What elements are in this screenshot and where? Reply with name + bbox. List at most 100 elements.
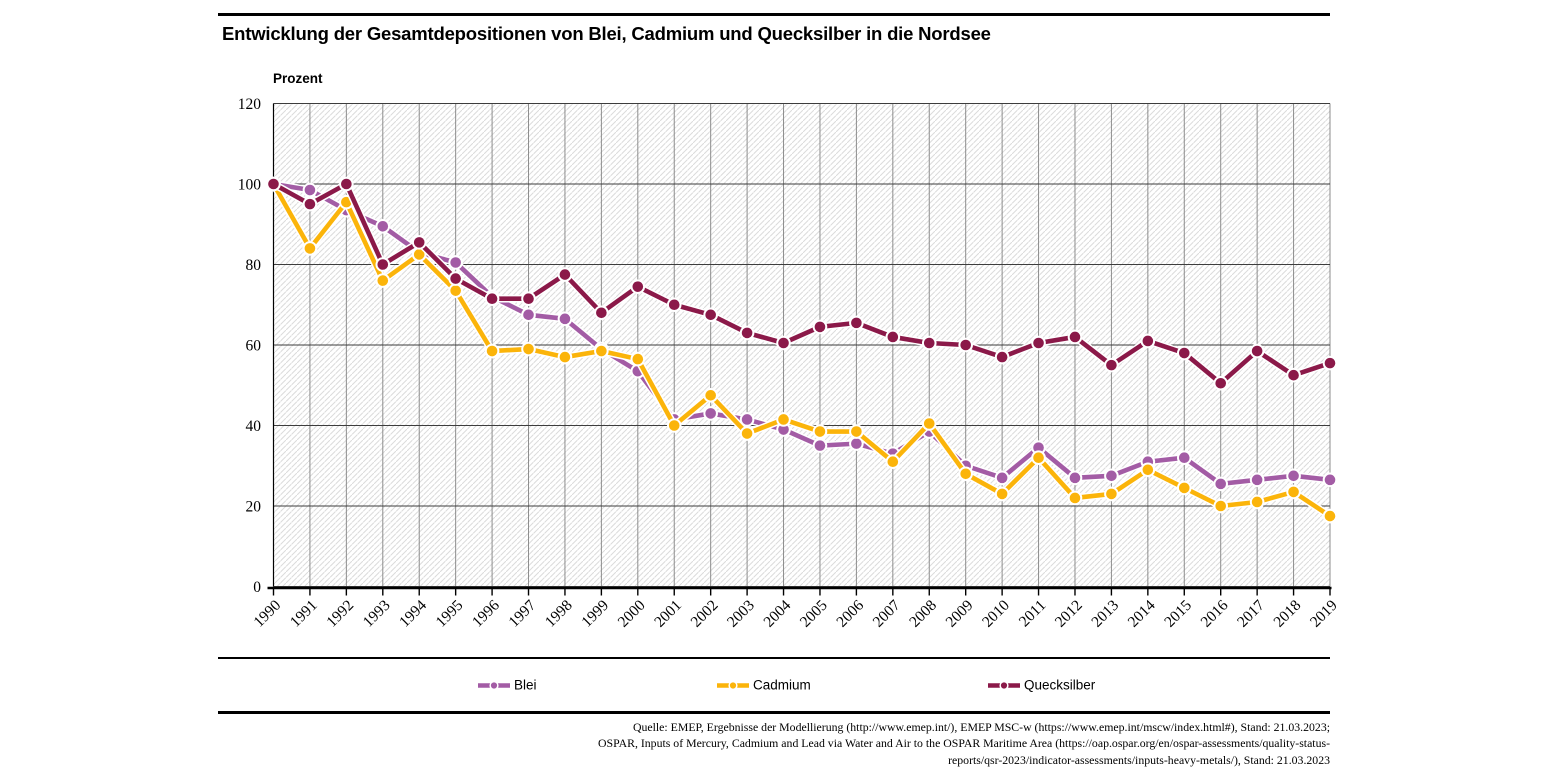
data-point-marker bbox=[1178, 347, 1190, 359]
data-point-marker bbox=[1033, 442, 1044, 453]
series-quecksilber bbox=[266, 176, 1338, 391]
data-point-marker bbox=[705, 390, 716, 401]
data-point-marker bbox=[559, 313, 571, 325]
data-point-marker bbox=[268, 178, 279, 190]
x-tick-label: 1990 bbox=[250, 597, 284, 631]
data-point-marker bbox=[1033, 337, 1044, 349]
x-tick-label: 2003 bbox=[724, 597, 758, 631]
x-tick-label: 2014 bbox=[1125, 597, 1159, 631]
legend-item-cadmium: Cadmium bbox=[716, 678, 811, 693]
source-note: Quelle: EMEP, Ergebnisse der Modellierun… bbox=[218, 719, 1330, 768]
data-point-marker bbox=[450, 285, 461, 296]
data-point-marker bbox=[1251, 345, 1263, 357]
data-point-marker bbox=[596, 307, 607, 319]
legend-marker-icon bbox=[717, 680, 749, 690]
data-point-marker bbox=[1142, 464, 1154, 476]
legend-item-quecksilber: Quecksilber bbox=[987, 678, 1095, 693]
x-tick-label: 2018 bbox=[1270, 597, 1304, 631]
data-point-marker bbox=[1033, 452, 1044, 464]
data-point-marker bbox=[1178, 452, 1190, 464]
data-point-marker bbox=[596, 345, 607, 357]
data-point-marker bbox=[923, 418, 935, 429]
data-point-marker bbox=[413, 249, 425, 260]
data-point-marker bbox=[377, 275, 389, 286]
legend: Blei Cadmium Quecksilber bbox=[218, 657, 1330, 714]
data-point-marker bbox=[304, 198, 316, 210]
data-point-marker bbox=[632, 353, 644, 365]
y-tick-label: 60 bbox=[246, 338, 262, 355]
x-tick-label: 2005 bbox=[797, 597, 831, 631]
x-tick-label: 1996 bbox=[469, 597, 503, 631]
data-point-marker bbox=[304, 184, 316, 196]
data-point-marker bbox=[632, 281, 644, 292]
data-point-marker bbox=[1288, 470, 1299, 482]
x-tick-label: 2001 bbox=[651, 597, 685, 631]
legend-label: Quecksilber bbox=[1024, 677, 1096, 693]
page-title: Entwicklung der Gesamtdepositionen von B… bbox=[222, 23, 991, 44]
y-axis-unit-label: Prozent bbox=[273, 71, 323, 86]
data-point-marker bbox=[1251, 496, 1263, 508]
data-point-marker bbox=[559, 269, 571, 280]
x-tick-label: 1992 bbox=[323, 597, 357, 631]
data-point-marker bbox=[1324, 510, 1336, 522]
data-point-marker bbox=[668, 299, 680, 311]
data-point-marker bbox=[960, 468, 971, 480]
data-point-marker bbox=[1215, 500, 1227, 512]
data-point-marker bbox=[1106, 470, 1117, 482]
data-point-marker bbox=[304, 243, 316, 254]
x-tick-label: 2004 bbox=[760, 597, 794, 631]
x-tick-label: 2011 bbox=[1016, 597, 1050, 631]
x-tick-label: 2006 bbox=[833, 597, 867, 631]
data-point-marker bbox=[851, 426, 862, 437]
data-point-marker bbox=[1215, 478, 1227, 490]
x-tick-label: 1997 bbox=[505, 597, 539, 631]
data-point-marker bbox=[851, 317, 862, 329]
data-point-marker bbox=[450, 257, 461, 268]
data-point-marker bbox=[887, 456, 899, 468]
data-point-marker bbox=[814, 440, 826, 451]
data-point-marker bbox=[1142, 335, 1154, 347]
data-point-marker bbox=[996, 488, 1008, 500]
data-point-marker bbox=[377, 220, 389, 232]
data-point-marker bbox=[705, 309, 716, 321]
data-point-marker bbox=[341, 178, 352, 190]
data-point-marker bbox=[523, 293, 534, 305]
data-point-marker bbox=[1069, 492, 1081, 504]
series-cadmium bbox=[266, 176, 1338, 524]
data-point-marker bbox=[1288, 486, 1299, 498]
x-tick-label: 2019 bbox=[1307, 597, 1341, 631]
source-line: Quelle: EMEP, Ergebnisse der Modellierun… bbox=[632, 720, 1330, 734]
data-point-marker bbox=[923, 337, 935, 349]
y-tick-label: 20 bbox=[246, 499, 262, 516]
x-tick-label: 2000 bbox=[615, 597, 649, 631]
x-tick-label: 2016 bbox=[1198, 597, 1232, 631]
y-tick-label: 40 bbox=[246, 418, 262, 435]
data-point-marker bbox=[1106, 488, 1117, 500]
legend-item-blei: Blei bbox=[477, 678, 537, 693]
data-point-marker bbox=[1069, 331, 1081, 343]
source-line: reports/qsr-2023/indicator-assessments/i… bbox=[948, 752, 1330, 767]
data-point-marker bbox=[778, 414, 789, 425]
legend-marker-icon bbox=[988, 680, 1020, 690]
x-tick-label: 2015 bbox=[1161, 597, 1195, 631]
data-point-marker bbox=[1324, 357, 1336, 369]
data-point-marker bbox=[377, 259, 389, 270]
y-tick-label: 0 bbox=[253, 579, 261, 596]
data-point-marker bbox=[559, 351, 571, 363]
data-point-marker bbox=[523, 309, 534, 321]
y-tick-label: 100 bbox=[238, 177, 262, 194]
data-point-marker bbox=[1288, 369, 1299, 381]
data-point-marker bbox=[450, 273, 461, 284]
data-point-marker bbox=[996, 351, 1008, 363]
data-point-marker bbox=[1069, 472, 1081, 484]
data-point-marker bbox=[814, 426, 826, 437]
data-point-marker bbox=[778, 424, 789, 435]
y-tick-label: 80 bbox=[246, 257, 262, 274]
data-point-marker bbox=[741, 327, 753, 339]
data-point-marker bbox=[1324, 474, 1336, 486]
data-point-marker bbox=[741, 414, 753, 425]
data-point-marker bbox=[851, 438, 862, 449]
data-point-marker bbox=[814, 321, 826, 333]
